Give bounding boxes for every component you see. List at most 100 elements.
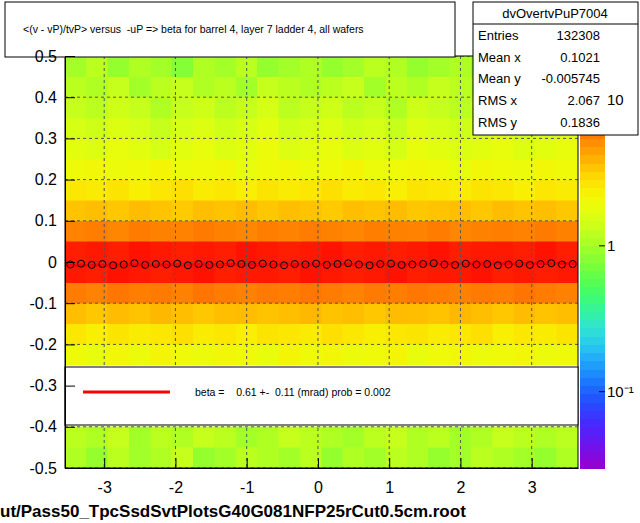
cell <box>65 241 86 262</box>
cell <box>257 97 278 118</box>
colorbar-swatch <box>580 452 605 461</box>
tick: 0.2 <box>35 171 75 188</box>
cell <box>428 118 449 139</box>
cell <box>108 56 129 77</box>
cell <box>151 324 172 345</box>
profile-point <box>131 260 138 267</box>
cell <box>450 200 471 221</box>
cell <box>322 447 343 468</box>
tick-label: 0.5 <box>35 48 57 65</box>
cell <box>493 180 514 201</box>
grid-line <box>65 179 578 180</box>
cell <box>364 159 385 180</box>
cell <box>193 56 214 77</box>
tick: -0.1 <box>29 295 75 312</box>
profile-point <box>355 261 362 268</box>
colorbar-swatch <box>580 237 605 246</box>
cell <box>557 200 578 221</box>
cell <box>493 241 514 262</box>
cell <box>215 97 236 118</box>
cell <box>215 180 236 201</box>
colorbar-swatch <box>580 254 605 263</box>
cell <box>428 447 449 468</box>
profile-point <box>494 262 501 269</box>
cell <box>493 303 514 324</box>
cell <box>151 303 172 324</box>
cell <box>86 447 107 468</box>
cell <box>343 221 364 242</box>
cell <box>450 56 471 77</box>
cell <box>129 303 150 324</box>
tick: -3 <box>98 458 112 496</box>
tick-label: -0.5 <box>29 460 57 477</box>
cell <box>279 138 300 159</box>
cell <box>172 200 193 221</box>
tick: 1 <box>385 458 394 496</box>
tick-mark <box>65 303 75 304</box>
cell <box>428 324 449 345</box>
cell <box>279 56 300 77</box>
stats-value: 0.1836 <box>560 115 600 130</box>
profile-point <box>334 261 341 268</box>
tick-mark <box>247 458 248 468</box>
cell <box>514 344 535 365</box>
tick-mark <box>532 458 533 468</box>
cell <box>257 180 278 201</box>
stats-separator <box>473 24 638 25</box>
cell <box>300 447 321 468</box>
title-frame <box>5 2 455 57</box>
cell <box>471 200 492 221</box>
cell <box>386 200 407 221</box>
cell <box>343 303 364 324</box>
profile-point <box>174 260 181 267</box>
plot-frame <box>65 56 578 468</box>
cell <box>193 138 214 159</box>
cell <box>493 221 514 242</box>
cell <box>151 138 172 159</box>
stats-label: Mean y <box>478 71 521 86</box>
cell <box>407 118 428 139</box>
title: <(v - vP)/tvP> versus -uP => beta for ba… <box>23 23 364 35</box>
cell <box>215 427 236 448</box>
cell <box>343 138 364 159</box>
cell <box>151 77 172 98</box>
cell <box>343 427 364 448</box>
profile-point <box>216 261 223 268</box>
colorbar-swatch <box>580 336 605 345</box>
profile-point <box>323 261 330 268</box>
colorbar-swatch <box>580 435 605 444</box>
cell <box>129 56 150 77</box>
cell <box>279 118 300 139</box>
colorbar-swatch <box>580 361 605 370</box>
cell <box>86 344 107 365</box>
cell <box>108 283 129 304</box>
profile-point <box>409 261 416 268</box>
cell <box>279 180 300 201</box>
cell <box>279 200 300 221</box>
colorbar-swatch <box>580 328 605 337</box>
cell <box>215 77 236 98</box>
cell <box>493 427 514 448</box>
legend-frame <box>65 367 578 425</box>
cell <box>322 159 343 180</box>
cell <box>493 138 514 159</box>
cell <box>193 118 214 139</box>
cell <box>428 97 449 118</box>
colorbar-swatch <box>580 410 605 419</box>
cell <box>386 344 407 365</box>
cell <box>557 283 578 304</box>
cell <box>322 427 343 448</box>
tick-label: 2 <box>456 479 465 496</box>
colorbar-swatch <box>580 138 605 147</box>
tick-label: 1 <box>385 479 394 496</box>
colorbar-swatch <box>580 295 605 304</box>
profile-point <box>387 260 394 267</box>
cell <box>407 324 428 345</box>
cell <box>215 138 236 159</box>
cell <box>407 56 428 77</box>
cell <box>322 138 343 159</box>
cell <box>151 56 172 77</box>
cell <box>322 241 343 262</box>
colorbar-swatch <box>580 353 605 362</box>
chart-svg: <(v - vP)/tvP> versus -uP => beta for ba… <box>0 0 640 523</box>
